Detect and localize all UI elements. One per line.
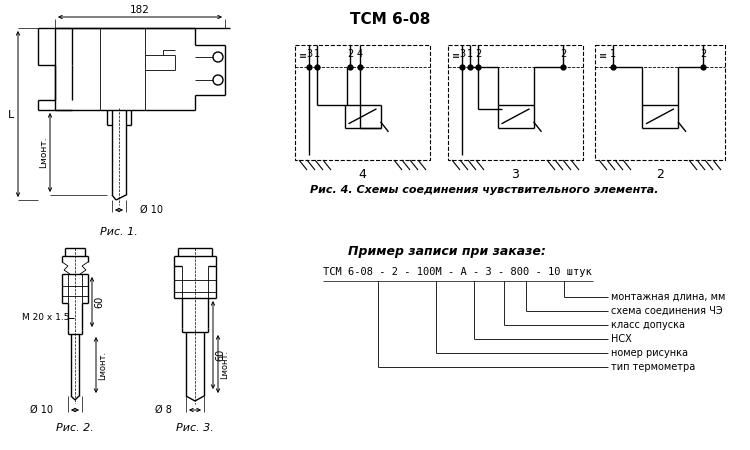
Text: Рис. 2.: Рис. 2. bbox=[56, 423, 94, 433]
Text: ТСМ 6-08 - 2 - 100М - А - 3 - 800 - 10 штук: ТСМ 6-08 - 2 - 100М - А - 3 - 800 - 10 ш… bbox=[323, 267, 592, 277]
Text: Рис. 3.: Рис. 3. bbox=[176, 423, 214, 433]
Text: ≡: ≡ bbox=[452, 51, 460, 61]
Text: 1: 1 bbox=[610, 49, 616, 59]
Text: Ø 10: Ø 10 bbox=[30, 405, 53, 415]
Bar bbox=[448, 45, 583, 160]
Text: 60: 60 bbox=[94, 296, 104, 308]
Text: 2: 2 bbox=[346, 49, 353, 59]
Text: 2: 2 bbox=[475, 49, 482, 59]
Text: 4: 4 bbox=[358, 167, 367, 180]
Text: ≡: ≡ bbox=[299, 51, 307, 61]
Text: 3: 3 bbox=[306, 49, 312, 59]
Text: 60: 60 bbox=[215, 349, 225, 361]
Text: схема соединения ЧЭ: схема соединения ЧЭ bbox=[611, 306, 723, 316]
Text: 3: 3 bbox=[512, 167, 520, 180]
Text: 2: 2 bbox=[656, 167, 664, 180]
Text: номер рисунка: номер рисунка bbox=[611, 348, 688, 358]
Text: Lмонт.: Lмонт. bbox=[39, 136, 48, 168]
Bar bbox=[295, 45, 430, 160]
Text: НСХ: НСХ bbox=[611, 334, 632, 344]
Text: Рис. 4. Схемы соединения чувствительного элемента.: Рис. 4. Схемы соединения чувствительного… bbox=[310, 185, 658, 195]
Text: L: L bbox=[8, 110, 14, 120]
Text: 4: 4 bbox=[357, 49, 363, 59]
Text: 2: 2 bbox=[560, 49, 566, 59]
Text: Lмонт.: Lмонт. bbox=[98, 351, 107, 379]
Text: монтажная длина, мм: монтажная длина, мм bbox=[611, 292, 725, 302]
Text: Ø 8: Ø 8 bbox=[155, 405, 172, 415]
Text: тип термометра: тип термометра bbox=[611, 362, 695, 372]
Text: 1: 1 bbox=[467, 49, 473, 59]
Text: Пример записи при заказе:: Пример записи при заказе: bbox=[348, 245, 546, 258]
Text: ТСМ 6-08: ТСМ 6-08 bbox=[350, 12, 430, 27]
Text: ≡: ≡ bbox=[599, 51, 608, 61]
Text: Рис. 1.: Рис. 1. bbox=[100, 227, 138, 237]
Text: Ø 10: Ø 10 bbox=[140, 205, 163, 215]
Text: класс допуска: класс допуска bbox=[611, 320, 685, 330]
Text: M 20 x 1.5: M 20 x 1.5 bbox=[22, 314, 70, 323]
Text: 1: 1 bbox=[314, 49, 320, 59]
Text: 2: 2 bbox=[700, 49, 706, 59]
Text: 3: 3 bbox=[459, 49, 465, 59]
Text: Lмонт.: Lмонт. bbox=[220, 350, 229, 378]
Bar bbox=[595, 45, 725, 160]
Text: 182: 182 bbox=[130, 5, 150, 15]
